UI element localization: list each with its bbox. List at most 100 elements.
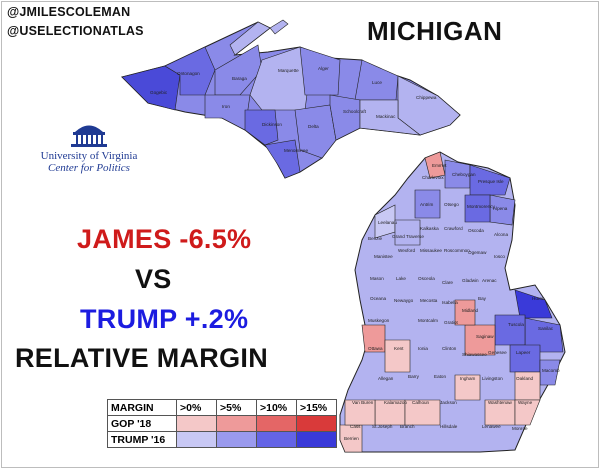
county-label: Clare [442,280,453,285]
county-label: Gogebic [150,90,168,95]
county-grand-traverse [394,219,421,246]
legend-swatch [176,415,217,432]
county-label: Kent [394,346,404,351]
county-label: Charlevoix [422,175,444,180]
subtitle: RELATIVE MARGIN [15,343,268,373]
county-label: Washtenaw [488,400,513,405]
rotunda-icon [71,125,107,147]
county-alger [299,46,341,96]
county-label: Montcalm [418,318,438,323]
county-label: Lake [396,276,406,281]
legend-header: MARGIN [107,399,177,416]
county-label: Missaukee [420,248,442,253]
legend-bin: >0% [176,399,217,416]
county-label: Ionia [418,346,428,351]
county-label: Kalamazoo [384,400,407,405]
county-label: Iosco [494,254,505,259]
county-label: Ingham [460,376,475,381]
legend-bin: >5% [216,399,257,416]
county-label: Crawford [444,226,463,231]
logo-line-university: University of Virginia [40,150,138,162]
legend-row-trump: TRUMP '16 [107,431,337,448]
county-label: Gratiot [444,320,459,325]
candidate-1-margin: JAMES -6.5% [77,224,252,254]
legend-row-label: TRUMP '16 [107,431,177,448]
county-baraga [214,44,263,96]
county-label: Alpena [493,206,508,211]
logo-line-center: Center for Politics [48,162,130,174]
county-label: Macomb [542,368,560,373]
legend-swatch [296,415,337,432]
county-label: Monroe [512,426,528,431]
county-label: Menominee [284,148,308,153]
county-label: Muskegon [368,318,390,323]
county-label: Isabella [442,300,458,305]
county-label: Sanilac [538,326,554,331]
legend-row-label: GOP '18 [107,415,177,432]
county-menominee [264,139,301,179]
county-label: Barry [408,374,420,379]
legend-swatch [216,431,257,448]
county-label: Huron [532,296,545,301]
county-iron [204,94,251,131]
county-huron [514,289,553,319]
county-label: Presque Isle [478,179,504,184]
county-label: Alcona [494,232,508,237]
county-schoolcraft [329,94,361,141]
county-label: Berrien [344,436,359,441]
county-label: Manistee [374,254,393,259]
county-label: Mackinac [376,114,396,119]
legend-bin: >10% [256,399,297,416]
county-label: Tuscola [508,322,524,327]
county-presque-isle [469,164,511,196]
county-label: Wexford [398,248,415,253]
county-keweenaw [269,19,289,35]
county-label: Oscoda [468,228,484,233]
county-label: Livingston [482,376,503,381]
county-label: Ottawa [368,346,383,351]
upper-peninsula [121,19,461,179]
county-kent [384,339,411,373]
county-label: Wayne [518,400,533,405]
county-label: Baraga [232,76,247,81]
county-label: Grand Traverse [392,234,424,239]
county-label: Schoolcraft [343,109,367,114]
county-label: St.Joseph [372,424,393,429]
county-label: Ontonagon [177,71,200,76]
county-label: Leelanau [378,220,397,225]
county-mackinac [359,99,422,136]
county-midland [454,299,476,326]
county-label: Osceola [418,276,435,281]
twitter-handle-1: @JMILESCOLEMAN [7,5,131,19]
county-label: Newaygo [394,298,414,303]
margin-legend: MARGIN >0% >5% >10% >15% GOP '18 TRUMP '… [107,399,337,448]
county-label: Delta [308,124,319,129]
county-label: Gladwin [462,278,479,283]
county-label: Lapeer [516,350,531,355]
county-calhoun [404,399,441,426]
county-montmorency [464,194,491,223]
county-label: Kalkaska [420,226,439,231]
county-label: Alger [318,66,329,71]
county-van-buren [344,399,376,426]
state-title: MICHIGAN [367,16,503,46]
legend-swatch [296,431,337,448]
county-dickinson [244,109,279,146]
county-label: Roscommon [444,248,470,253]
uva-center-for-politics-logo: University of Virginia Center for Politi… [24,118,154,174]
legend-swatch [256,415,297,432]
county-label: Montmorency [467,204,496,209]
county-label: Eaton [434,374,446,379]
county-label: Mecosta [420,298,438,303]
county-label: Chippewa [416,95,437,100]
county-tuscola [494,314,526,346]
county-antrim [414,189,441,219]
county-label: Emmet [432,163,447,168]
county-label: Luce [372,80,382,85]
county-label: Van Buren [352,400,374,405]
county-label: Bay [478,296,487,301]
county-label: Oceana [370,296,387,301]
legend-swatch [216,415,257,432]
county-label: Arenac [482,278,497,283]
